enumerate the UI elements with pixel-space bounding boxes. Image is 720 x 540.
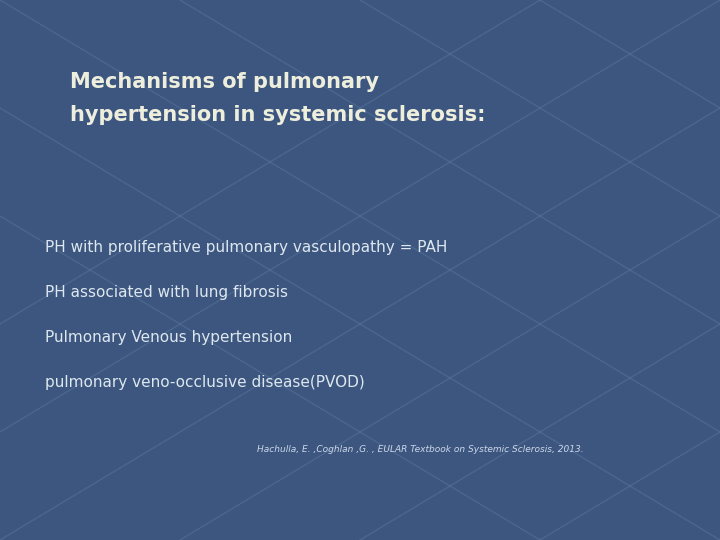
Text: Mechanisms of pulmonary: Mechanisms of pulmonary xyxy=(70,72,379,92)
Text: pulmonary veno-occlusive disease(PVOD): pulmonary veno-occlusive disease(PVOD) xyxy=(45,375,365,390)
Text: PH with proliferative pulmonary vasculopathy = PAH: PH with proliferative pulmonary vasculop… xyxy=(45,240,447,255)
Text: PH associated with lung fibrosis: PH associated with lung fibrosis xyxy=(45,285,288,300)
Text: hypertension in systemic sclerosis:: hypertension in systemic sclerosis: xyxy=(70,105,485,125)
Text: Hachulla, E. ,Coghlan ,G. , EULAR Textbook on Systemic Sclerosis, 2013.: Hachulla, E. ,Coghlan ,G. , EULAR Textbo… xyxy=(257,445,583,454)
Text: Pulmonary Venous hypertension: Pulmonary Venous hypertension xyxy=(45,330,292,345)
